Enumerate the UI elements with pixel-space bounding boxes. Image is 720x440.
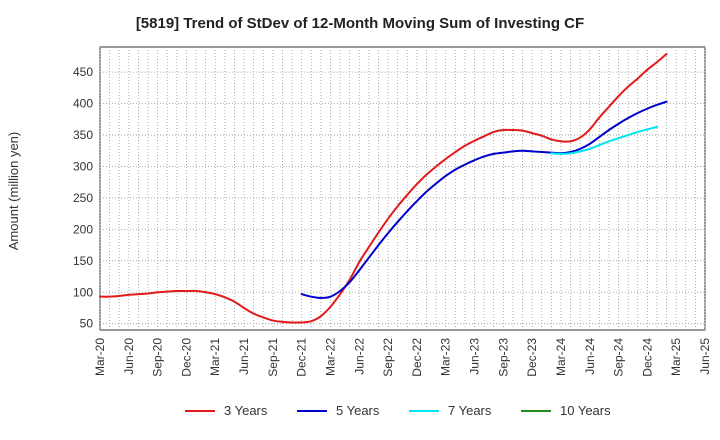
x-tick-label: Mar-20	[93, 338, 107, 376]
x-tick-label: Jun-24	[583, 338, 597, 375]
x-tick-label: Dec-23	[525, 338, 539, 377]
x-tick-label: Dec-21	[295, 338, 309, 377]
y-tick-label: 150	[73, 254, 93, 268]
x-tick-label: Mar-21	[208, 338, 222, 376]
y-tick-label: 400	[73, 97, 93, 111]
x-tick-label: Dec-24	[640, 338, 654, 377]
series-line-3-years	[99, 52, 668, 324]
y-tick-label: 200	[73, 222, 93, 236]
legend-label-5-years: 5 Years	[336, 403, 380, 418]
x-tick-label: Mar-25	[669, 338, 683, 376]
x-tick-label: Mar-24	[554, 338, 568, 376]
legend-label-3-years: 3 Years	[224, 403, 268, 418]
grid-layer	[99, 46, 706, 331]
x-tick-label: Jun-20	[122, 338, 136, 375]
x-tick-label: Sep-21	[266, 338, 280, 377]
x-tick-label: Dec-22	[410, 338, 424, 377]
y-tick-label: 50	[80, 317, 94, 331]
series-layer	[99, 52, 668, 324]
y-tick-label: 250	[73, 191, 93, 205]
x-tick-label: Mar-23	[439, 338, 453, 376]
axis-layer: 50 100 150 200 250 300 350 400 450 Mar-20 Jun-20 Se…	[73, 65, 712, 377]
x-tick-label: Mar-22	[323, 338, 337, 376]
legend-label-10-years: 10 Years	[560, 403, 611, 418]
x-tick-label: Jun-25	[698, 338, 712, 375]
x-tick-label: Sep-24	[612, 338, 626, 377]
legend-label-7-years: 7 Years	[448, 403, 492, 418]
y-axis-label: Amount (million yen)	[6, 132, 21, 251]
x-tick-label: Jun-23	[468, 338, 482, 375]
x-tick-label: Sep-23	[496, 338, 510, 377]
series-line-7-years	[550, 125, 658, 155]
y-tick-label: 450	[73, 65, 93, 79]
y-tick-label: 300	[73, 159, 93, 173]
plot-area	[99, 46, 706, 331]
x-tick-label: Jun-21	[237, 338, 251, 375]
x-tick-label: Dec-20	[179, 338, 193, 377]
legend: 3 Years 5 Years 7 Years 10 Years	[185, 403, 611, 418]
series-line-5-years	[300, 100, 668, 299]
x-tick-label: Sep-22	[381, 338, 395, 377]
y-tick-label: 100	[73, 285, 93, 299]
x-tick-label: Sep-20	[151, 338, 165, 377]
chart-title: [5819] Trend of StDev of 12-Month Moving…	[136, 15, 584, 32]
y-tick-label: 350	[73, 128, 93, 142]
x-tick-label: Jun-22	[352, 338, 366, 375]
